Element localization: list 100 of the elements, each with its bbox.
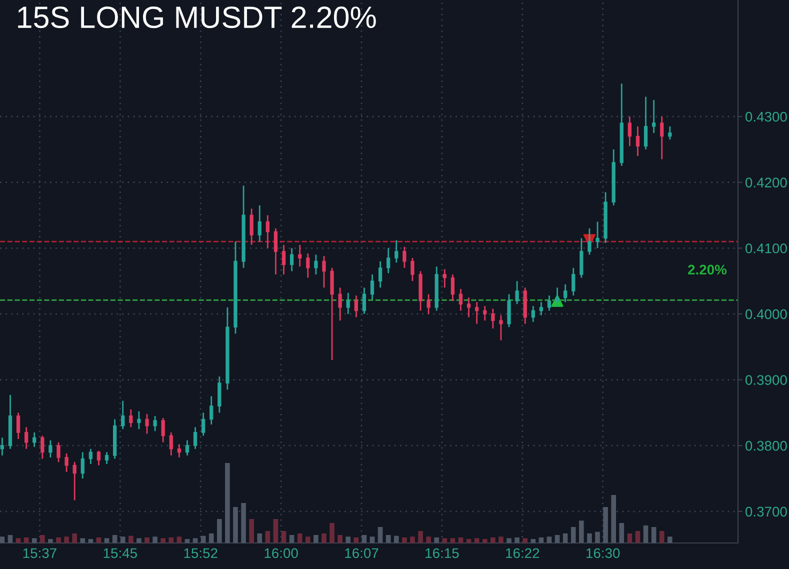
candlestick bbox=[64, 452, 68, 473]
bar bbox=[104, 538, 110, 543]
bar bbox=[305, 536, 310, 543]
bar bbox=[297, 533, 302, 543]
bar bbox=[562, 533, 568, 543]
bar bbox=[330, 523, 334, 543]
candlestick bbox=[218, 376, 222, 414]
y-tick-label: 0.3700 bbox=[745, 506, 787, 517]
candlestick bbox=[580, 238, 584, 278]
bar bbox=[160, 538, 166, 543]
candlestick bbox=[16, 412, 20, 440]
bar bbox=[168, 537, 174, 543]
chart-title: 15S LONG MUSDT 2.20% bbox=[18, 6, 376, 28]
bar bbox=[241, 503, 246, 543]
bar bbox=[192, 538, 198, 543]
bar bbox=[249, 519, 254, 543]
bar bbox=[450, 538, 456, 543]
candlestick bbox=[177, 444, 181, 458]
candlestick bbox=[201, 412, 206, 436]
candlestick bbox=[24, 426, 28, 450]
bar bbox=[72, 533, 78, 543]
candlestick bbox=[636, 126, 640, 157]
bar bbox=[490, 537, 496, 543]
x-tick-label: 15:45 bbox=[104, 548, 137, 558]
candlestick bbox=[40, 435, 44, 460]
candlestick bbox=[56, 442, 60, 463]
candlestick bbox=[572, 267, 576, 296]
candlestick bbox=[258, 204, 262, 242]
bar bbox=[570, 527, 576, 543]
candlestick bbox=[129, 408, 133, 428]
bar bbox=[32, 538, 37, 543]
x-tick-label: 16:00 bbox=[264, 548, 298, 558]
x-tick-label: 15:37 bbox=[23, 548, 56, 558]
bar bbox=[418, 531, 423, 543]
bar bbox=[225, 463, 230, 543]
candlestick bbox=[515, 280, 519, 305]
candlestick bbox=[466, 296, 471, 318]
candlestick bbox=[596, 221, 600, 249]
bar bbox=[538, 537, 544, 543]
bar bbox=[442, 538, 448, 543]
bar bbox=[514, 537, 520, 543]
bar bbox=[200, 536, 206, 543]
bar bbox=[233, 507, 238, 543]
bar bbox=[667, 536, 672, 543]
candlestick bbox=[169, 432, 173, 456]
candlestick bbox=[72, 461, 76, 501]
bar bbox=[273, 519, 278, 543]
bar bbox=[603, 507, 608, 543]
x-tick-label: 15:52 bbox=[184, 548, 218, 558]
candlestick bbox=[652, 99, 656, 134]
candlestick bbox=[96, 450, 101, 466]
candlestick bbox=[386, 247, 390, 274]
bar bbox=[659, 531, 664, 543]
candlestick bbox=[555, 286, 560, 307]
bar bbox=[522, 538, 528, 543]
y-tick-label: 0.3800 bbox=[745, 440, 787, 451]
bar bbox=[88, 539, 94, 543]
candlestick bbox=[547, 294, 552, 312]
candlestick bbox=[378, 260, 382, 288]
bar bbox=[176, 536, 182, 543]
y-tick-label: 0.3900 bbox=[745, 375, 787, 385]
bar bbox=[482, 539, 488, 543]
candlestick bbox=[458, 288, 463, 312]
bar bbox=[16, 538, 21, 543]
bar bbox=[112, 535, 118, 543]
bar bbox=[144, 537, 150, 543]
bar bbox=[402, 537, 407, 543]
bar bbox=[289, 535, 294, 543]
bar bbox=[410, 536, 415, 543]
candlestick bbox=[153, 415, 157, 432]
candlestick bbox=[80, 451, 84, 480]
bar bbox=[136, 538, 142, 543]
bar bbox=[595, 532, 600, 543]
candlestick bbox=[346, 292, 350, 315]
candlestick bbox=[290, 247, 294, 272]
bar bbox=[265, 531, 270, 543]
candlestick bbox=[450, 274, 455, 302]
candlestick bbox=[48, 440, 52, 458]
bar bbox=[48, 539, 53, 543]
bar bbox=[314, 535, 318, 543]
candlestick bbox=[628, 116, 632, 147]
candlestick bbox=[410, 257, 414, 282]
bar bbox=[40, 535, 45, 543]
candlestick bbox=[145, 413, 149, 434]
candlestick bbox=[531, 305, 535, 323]
bar bbox=[257, 533, 262, 543]
candlestick bbox=[0, 436, 4, 456]
bar bbox=[346, 536, 351, 543]
candlestick bbox=[32, 432, 36, 448]
bar bbox=[530, 539, 536, 543]
candlestick bbox=[266, 214, 270, 249]
candlestick bbox=[338, 286, 342, 322]
candlestick bbox=[402, 246, 406, 269]
bar bbox=[56, 537, 61, 543]
candlestick bbox=[210, 396, 214, 426]
candlestick bbox=[426, 294, 430, 315]
candlestick bbox=[588, 228, 592, 256]
bar bbox=[378, 527, 383, 543]
candlestick bbox=[491, 308, 495, 330]
candlestick bbox=[394, 240, 398, 264]
